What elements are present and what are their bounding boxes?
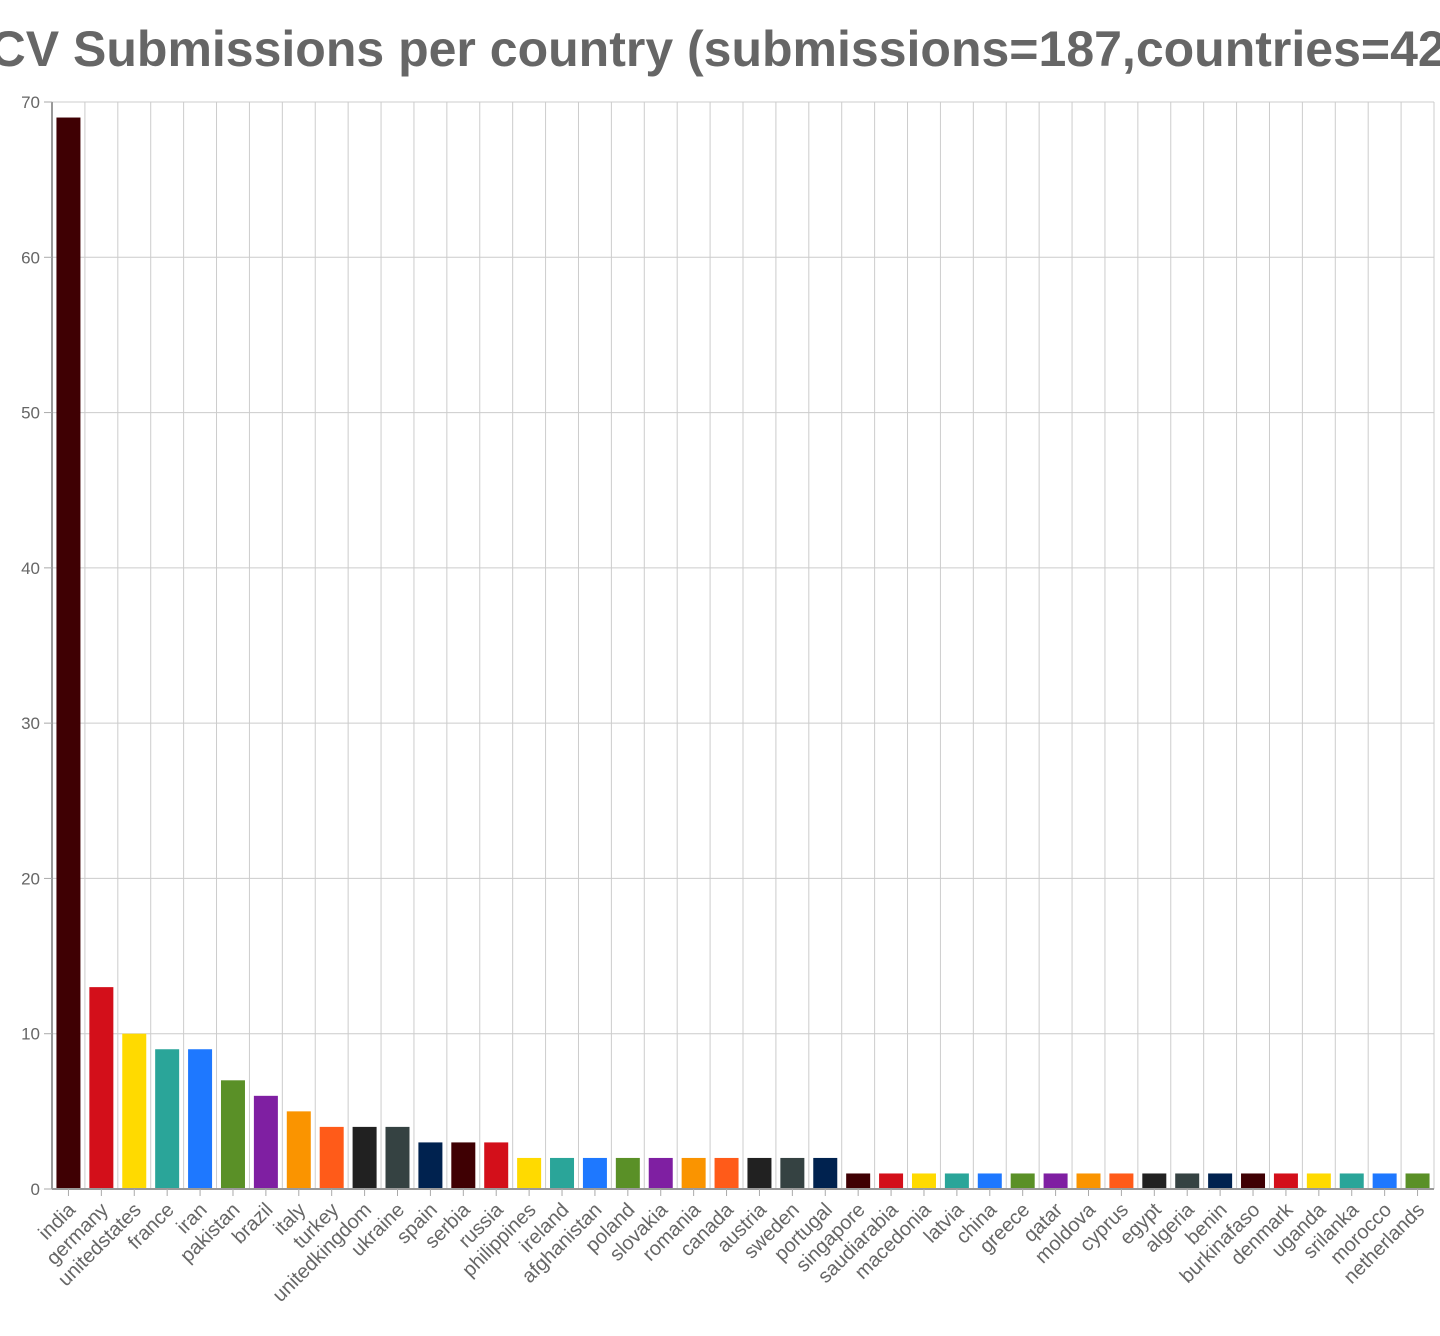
bar-benin [1208, 1173, 1233, 1189]
bar-brazil [253, 1095, 278, 1189]
bar-serbia [451, 1142, 476, 1189]
bar-poland [615, 1157, 640, 1189]
bar-algeria [1175, 1173, 1200, 1189]
grid-lines [52, 101, 1435, 1189]
bar-france [155, 1049, 180, 1189]
bar-slovakia [648, 1157, 673, 1189]
bar-iran [188, 1049, 213, 1189]
bar-ireland [550, 1157, 575, 1189]
bar-canada [714, 1157, 739, 1189]
bar-pakistan [220, 1080, 245, 1189]
axes [51, 102, 1434, 1190]
bar-denmark [1273, 1173, 1298, 1189]
bar-turkey [319, 1126, 344, 1189]
bar-austria [747, 1157, 772, 1189]
bar-spain [418, 1142, 443, 1189]
y-tick-label: 20 [21, 869, 40, 888]
bar-moldova [1076, 1173, 1101, 1189]
bar-afghanistan [582, 1157, 607, 1189]
bar-greece [1010, 1173, 1035, 1189]
bar-germany [89, 987, 114, 1189]
bar-latvia [944, 1173, 969, 1189]
bar-china [977, 1173, 1002, 1189]
bar-cyprus [1109, 1173, 1134, 1189]
y-tick-label: 70 [21, 93, 40, 112]
y-axis-ticks: 0 10 20 30 40 50 60 70 [21, 93, 52, 1199]
bar-india [56, 117, 81, 1190]
y-tick-label: 30 [21, 714, 40, 733]
bar-unitedstates [122, 1033, 147, 1189]
bar-burkinafaso [1241, 1173, 1266, 1189]
bar-unitedkingdom [352, 1126, 377, 1189]
bar-portugal [813, 1157, 838, 1189]
bar-sweden [780, 1157, 805, 1189]
bar-uganda [1306, 1173, 1331, 1189]
bar-russia [484, 1142, 509, 1189]
bar-egypt [1142, 1173, 1167, 1189]
y-tick-label: 10 [21, 1025, 40, 1044]
bar-saudiarabia [879, 1173, 904, 1189]
bar-romania [681, 1157, 706, 1189]
bar-qatar [1043, 1173, 1068, 1189]
y-tick-label: 60 [21, 248, 40, 267]
bar-morocco [1372, 1173, 1397, 1189]
bar-ukraine [385, 1126, 410, 1189]
bar-italy [286, 1111, 311, 1189]
bar-macedonia [911, 1173, 936, 1189]
y-tick-label: 50 [21, 404, 40, 423]
bar-srilanka [1339, 1173, 1364, 1189]
chart-title: CV Submissions per country (submissions=… [0, 21, 1440, 77]
bars [56, 117, 1430, 1190]
x-axis-ticks: indiagermanyunitedstatesfranceiranpakist… [35, 1189, 1429, 1307]
bar-netherlands [1405, 1173, 1430, 1189]
bar-philippines [517, 1157, 542, 1189]
y-tick-label: 0 [31, 1180, 40, 1199]
y-tick-label: 40 [21, 559, 40, 578]
bar-singapore [846, 1173, 871, 1189]
